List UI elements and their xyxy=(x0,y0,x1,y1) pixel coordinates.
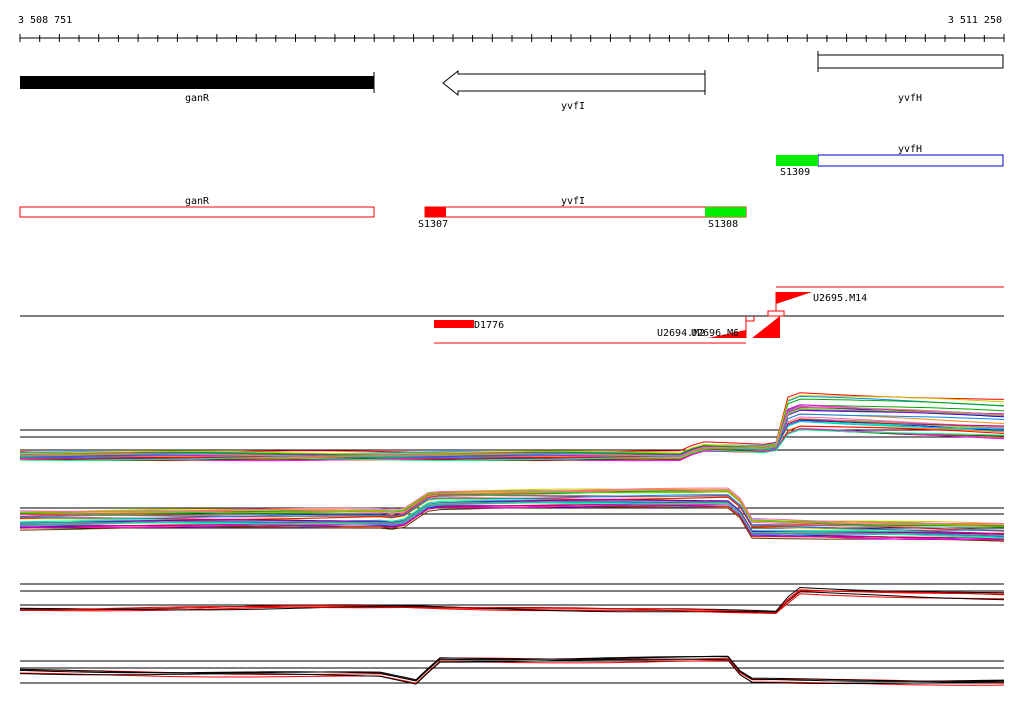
gene-ganR[interactable] xyxy=(20,76,374,89)
expression-lines xyxy=(19,487,1005,542)
expression-line xyxy=(19,499,1005,535)
expression-line xyxy=(19,494,1004,531)
expression-line xyxy=(19,408,1005,457)
expression-line xyxy=(19,418,1005,459)
operon-ganR[interactable] xyxy=(19,206,375,218)
expression-line xyxy=(19,490,1004,527)
gene-label: yvfH xyxy=(898,93,922,104)
site-S1307-box[interactable] xyxy=(425,207,446,217)
gene-yvfI[interactable] xyxy=(442,69,706,97)
ruler-ticks xyxy=(19,34,1005,42)
feature-label: U2696.M6 xyxy=(691,328,739,339)
feature-u2696-mark xyxy=(767,310,785,317)
expression-line xyxy=(19,489,1005,525)
gene-yvfH[interactable] xyxy=(817,54,1004,69)
operon-label: yvfI xyxy=(561,196,585,207)
expression-line xyxy=(19,656,1005,682)
expression-line xyxy=(19,406,1005,457)
expression-lines xyxy=(19,586,1005,614)
feature-u2694-flag[interactable] xyxy=(708,330,746,338)
gene-label: ganR xyxy=(185,93,210,104)
expression-line xyxy=(19,590,1005,614)
expression-line xyxy=(19,488,1005,525)
expression-line xyxy=(19,429,1005,461)
expression-track-4 xyxy=(19,655,1005,686)
expression-line xyxy=(19,398,1005,455)
site-label: S1309 xyxy=(780,167,810,178)
coordinate-ruler: 3 508 751 3 511 250 xyxy=(18,15,1005,42)
operon-label: yvfH xyxy=(898,144,922,155)
expression-lines xyxy=(19,655,1005,686)
expression-line xyxy=(19,500,1005,537)
expression-lines xyxy=(19,392,1005,462)
expression-line xyxy=(19,504,1005,540)
operon-yvfI[interactable] xyxy=(424,206,747,218)
gene-label: yvfI xyxy=(561,101,585,112)
feature-label: D1776 xyxy=(474,320,504,331)
feature-label: U2695.M14 xyxy=(813,293,867,304)
feature-d1776-box[interactable] xyxy=(434,320,474,328)
expression-line xyxy=(19,658,1004,685)
feature-track: U2695.M14 D1776 U2694.M2 U2696.M6 xyxy=(20,286,1004,344)
site-label: S1307 xyxy=(418,219,448,230)
expression-line xyxy=(19,494,1005,531)
ruler-start-label: 3 508 751 xyxy=(18,15,72,26)
site-S1308-box[interactable] xyxy=(705,207,746,217)
operon-track: yvfH S1309 ganR yvfI S1307 S1308 xyxy=(19,144,1004,230)
expression-line xyxy=(19,591,1005,613)
expression-line xyxy=(20,413,1005,458)
feature-u2694-mark xyxy=(746,316,755,322)
expression-line xyxy=(19,487,1004,524)
gene-track: ganR yvfI yvfH xyxy=(20,51,1004,112)
ruler-end-label: 3 511 250 xyxy=(948,15,1002,26)
feature-u2696-flag[interactable] xyxy=(752,316,780,338)
feature-label: U2694.M2 xyxy=(657,328,705,339)
operon-label: ganR xyxy=(185,196,210,207)
expression-track-2 xyxy=(19,487,1005,542)
expression-track-1 xyxy=(19,392,1005,462)
expression-line xyxy=(19,395,1005,455)
expression-line xyxy=(19,503,1004,540)
site-S1309-box[interactable] xyxy=(776,155,818,166)
expression-track-3 xyxy=(19,583,1005,614)
operon-yvfH[interactable] xyxy=(817,154,1004,167)
expression-line xyxy=(19,394,1005,455)
feature-u2695-flag[interactable] xyxy=(776,292,812,304)
site-label: S1308 xyxy=(708,219,738,230)
